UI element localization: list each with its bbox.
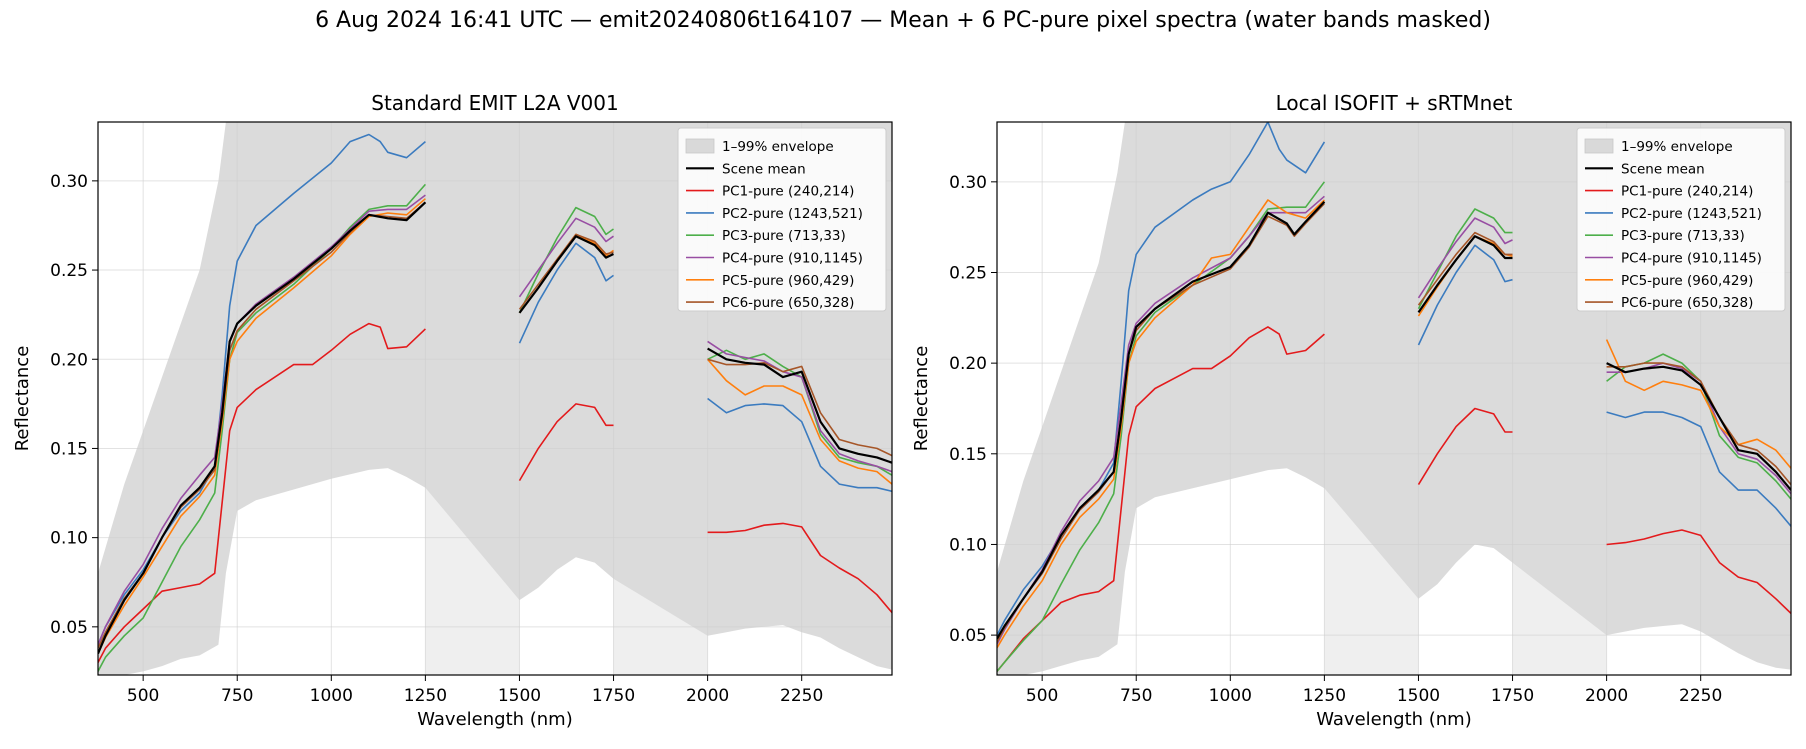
series-line xyxy=(1606,411,1791,527)
series-line xyxy=(518,217,614,298)
series-line xyxy=(1417,231,1513,306)
legend-label: PC2-pure (1243,521) xyxy=(722,206,863,222)
series-line xyxy=(1606,362,1791,491)
series-line xyxy=(1417,244,1513,346)
y-tick-label: 0.10 xyxy=(949,535,987,555)
y-tick-label: 0.05 xyxy=(50,618,88,638)
legend-label: PC2-pure (1243,521) xyxy=(1621,206,1762,222)
axes-frame xyxy=(996,121,1792,676)
y-axis-label: Reflectance xyxy=(911,346,932,452)
y-tick-label: 0.25 xyxy=(50,261,88,281)
panel-title: Local ISOFIT + sRTMnet xyxy=(1276,91,1513,115)
series-line xyxy=(706,358,892,485)
series-line xyxy=(518,242,614,344)
series-line xyxy=(98,201,427,655)
series-line xyxy=(1417,217,1513,299)
series-line xyxy=(997,199,1325,649)
legend: 1–99% envelope Scene mean PC1-pure (240,21… xyxy=(677,127,887,312)
legend-label: PC5-pure (960,429) xyxy=(722,273,854,289)
panel-1: 500 750 1000 1250 1500 1750 2000 2250 0.05 0.10 0.… xyxy=(12,91,893,730)
x-tick-label: 2250 xyxy=(1679,686,1722,706)
x-tick-label: 2000 xyxy=(1585,686,1628,706)
y-tick-label: 0.10 xyxy=(50,529,88,549)
series-line xyxy=(518,206,614,314)
series-line xyxy=(707,358,892,457)
legend-label: PC4-pure (910,1145) xyxy=(1621,251,1762,267)
series-line xyxy=(518,403,614,482)
x-axis-label: Wavelength (nm) xyxy=(417,709,573,730)
legend-box xyxy=(677,127,887,312)
y-axis-label: Reflectance xyxy=(12,346,33,452)
legend-label: PC3-pure (713,33) xyxy=(1621,228,1745,244)
legend: 1–99% envelope Scene mean PC1-pure (240,21… xyxy=(1576,127,1786,312)
series-line xyxy=(1417,235,1513,314)
x-tick-label: 1250 xyxy=(404,686,447,706)
axes-frame xyxy=(97,121,893,676)
x-tick-label: 2250 xyxy=(780,686,823,706)
legend-patch xyxy=(1584,138,1614,154)
series-line xyxy=(707,397,892,493)
y-tick-label: 0.15 xyxy=(949,445,987,465)
series-line xyxy=(1606,362,1791,486)
x-tick-label: 1000 xyxy=(310,686,353,706)
series-line xyxy=(98,322,426,663)
legend-label: Scene mean xyxy=(722,161,806,177)
legend-label: PC1-pure (240,214) xyxy=(1621,184,1753,200)
legend-label: 1–99% envelope xyxy=(722,139,834,155)
y-tick-label: 0.05 xyxy=(949,626,987,646)
legend-label: PC1-pure (240,214) xyxy=(722,184,854,200)
panel-title: Standard EMIT L2A V001 xyxy=(371,91,618,115)
legend-label: 1–99% envelope xyxy=(1621,139,1733,155)
x-tick-label: 1500 xyxy=(1397,686,1440,706)
legend-box xyxy=(1576,127,1786,312)
series-line xyxy=(707,347,892,464)
series-line xyxy=(518,235,614,314)
legend-patch xyxy=(685,138,715,154)
x-tick-label: 500 xyxy=(1026,686,1058,706)
x-tick-label: 750 xyxy=(1120,686,1152,706)
y-tick-label: 0.20 xyxy=(949,354,987,374)
y-tick-label: 0.30 xyxy=(50,172,88,192)
y-tick-label: 0.20 xyxy=(50,350,88,370)
x-tick-label: 2000 xyxy=(686,686,729,706)
series-line xyxy=(1606,529,1791,614)
legend-label: PC6-pure (650,328) xyxy=(1621,295,1753,311)
y-tick-label: 0.15 xyxy=(50,439,88,459)
series-line xyxy=(1417,407,1513,486)
series-line xyxy=(1605,339,1791,469)
series-line xyxy=(98,198,426,654)
series-line xyxy=(518,233,614,310)
series-line xyxy=(1417,208,1513,310)
series-line xyxy=(997,326,1325,672)
x-tick-label: 1750 xyxy=(1491,686,1534,706)
series-line xyxy=(707,522,892,614)
figure-title: 6 Aug 2024 16:41 UTC — emit20240806t1641… xyxy=(315,8,1491,33)
legend-label: PC6-pure (650,328) xyxy=(722,295,854,311)
series-line xyxy=(707,340,892,473)
panel-2: 500 750 1000 1250 1500 1750 2000 2250 0.05 0.10 0.… xyxy=(911,91,1792,730)
x-tick-label: 1000 xyxy=(1209,686,1252,706)
series-line xyxy=(98,133,426,646)
x-tick-label: 1750 xyxy=(592,686,635,706)
x-tick-label: 1250 xyxy=(1303,686,1346,706)
series-line xyxy=(997,201,1326,640)
x-tick-label: 1500 xyxy=(498,686,541,706)
legend-label: Scene mean xyxy=(1621,161,1705,177)
y-tick-label: 0.30 xyxy=(949,173,987,193)
x-tick-label: 750 xyxy=(221,686,253,706)
x-tick-label: 500 xyxy=(127,686,159,706)
legend-label: PC3-pure (713,33) xyxy=(722,228,846,244)
x-axis-label: Wavelength (nm) xyxy=(1316,709,1472,730)
y-tick-label: 0.25 xyxy=(949,263,987,283)
legend-label: PC5-pure (960,429) xyxy=(1621,273,1753,289)
legend-label: PC4-pure (910,1145) xyxy=(722,251,863,267)
